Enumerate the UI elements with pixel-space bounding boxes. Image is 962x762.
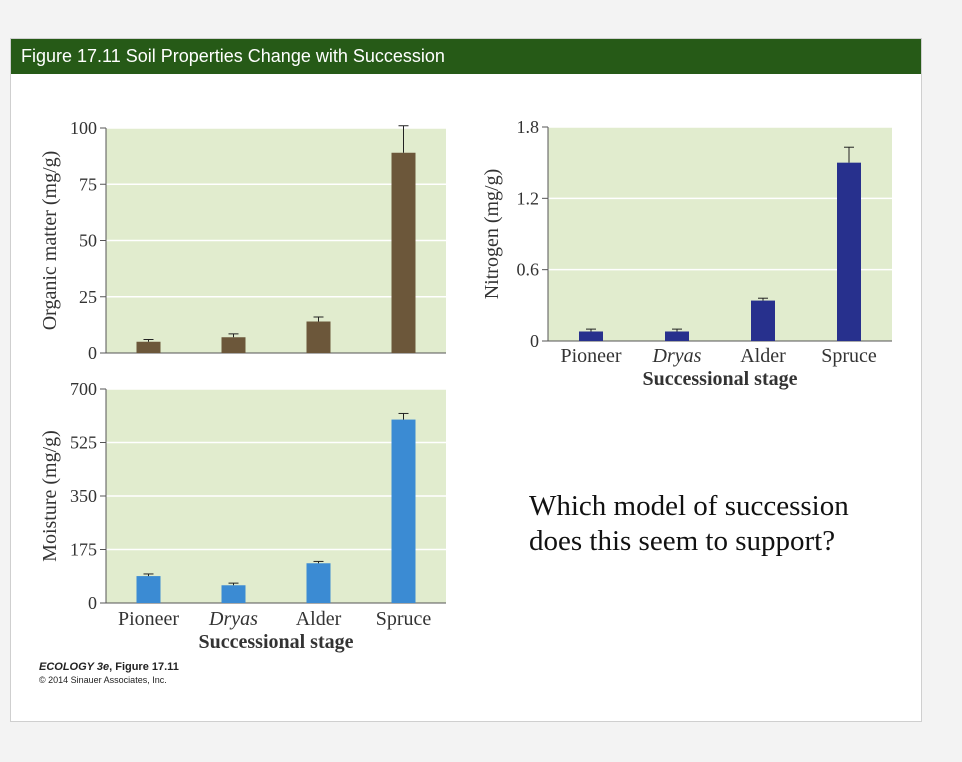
nitrogen-bar xyxy=(751,300,775,341)
moisture-category-label: Spruce xyxy=(376,608,432,630)
organic-bar xyxy=(306,321,331,353)
organic-y-tick-label: 100 xyxy=(70,118,97,138)
moisture-bar xyxy=(221,585,246,603)
nitrogen-y-tick-label: 1.2 xyxy=(517,188,540,208)
moisture-y-tick-label: 525 xyxy=(70,433,97,453)
nitrogen-bar xyxy=(579,331,603,341)
nitrogen-bar xyxy=(837,162,861,341)
nitrogen-category-label: Alder xyxy=(740,345,786,367)
moisture-chart: 0 175 350 525 700 Pioneer Dryas Alder Spruce Succ… xyxy=(39,379,446,653)
moisture-category-label: Dryas xyxy=(208,608,258,630)
organic-bar xyxy=(221,337,246,353)
nitrogen-category-label: Pioneer xyxy=(560,345,621,367)
organic-y-axis-title: Organic matter (mg/g) xyxy=(39,151,61,331)
question-text: Which model of succession does this seem… xyxy=(529,490,849,557)
moisture-bar xyxy=(306,563,331,603)
figure-title: Figure 17.11 Soil Properties Change with… xyxy=(11,39,921,74)
credit-copyright: © 2014 Sinauer Associates, Inc. xyxy=(39,675,167,685)
credit-figure: , Figure 17.11 xyxy=(109,661,179,673)
nitrogen-y-tick-label: 0.6 xyxy=(517,260,540,280)
nitrogen-x-axis-title: Successional stage xyxy=(643,368,798,390)
organic-y-tick-label: 25 xyxy=(79,287,97,307)
moisture-y-tick-label: 175 xyxy=(70,540,97,560)
moisture-category-label: Alder xyxy=(296,608,342,630)
nitrogen-category-label: Spruce xyxy=(821,345,877,367)
nitrogen-bar xyxy=(665,331,689,341)
moisture-y-tick-label: 700 xyxy=(70,379,97,399)
credit-book-line: ECOLOGY 3e, Figure 17.11 xyxy=(39,661,179,673)
nitrogen-plot-area xyxy=(548,127,892,341)
organic-chart: 0 25 50 75 100 Organic matter (mg/g) xyxy=(39,118,446,363)
nitrogen-y-tick-label: 1.8 xyxy=(517,117,540,137)
organic-y-tick-label: 50 xyxy=(79,231,97,251)
organic-bar xyxy=(391,152,416,353)
nitrogen-y-axis-title: Nitrogen (mg/g) xyxy=(481,169,503,300)
moisture-x-axis-title: Successional stage xyxy=(199,631,354,653)
moisture-y-axis-title: Moisture (mg/g) xyxy=(39,430,61,562)
credit: ECOLOGY 3e, Figure 17.11 © 2014 Sinauer … xyxy=(39,661,179,685)
organic-y-tick-label: 0 xyxy=(88,343,97,363)
organic-y-tick-label: 75 xyxy=(79,174,97,194)
organic-bar xyxy=(136,341,161,353)
moisture-bar xyxy=(136,576,161,603)
moisture-bar xyxy=(391,419,416,603)
moisture-y-tick-label: 350 xyxy=(70,486,97,506)
credit-book: ECOLOGY 3e xyxy=(39,661,110,673)
moisture-y-tick-label: 0 xyxy=(88,593,97,613)
moisture-category-label: Pioneer xyxy=(118,608,179,630)
nitrogen-y-tick-label: 0 xyxy=(530,331,539,351)
nitrogen-chart: 0 0.6 1.2 1.8 Pioneer Dryas Alder Spruce Success… xyxy=(481,117,892,390)
nitrogen-category-label: Dryas xyxy=(652,345,702,367)
